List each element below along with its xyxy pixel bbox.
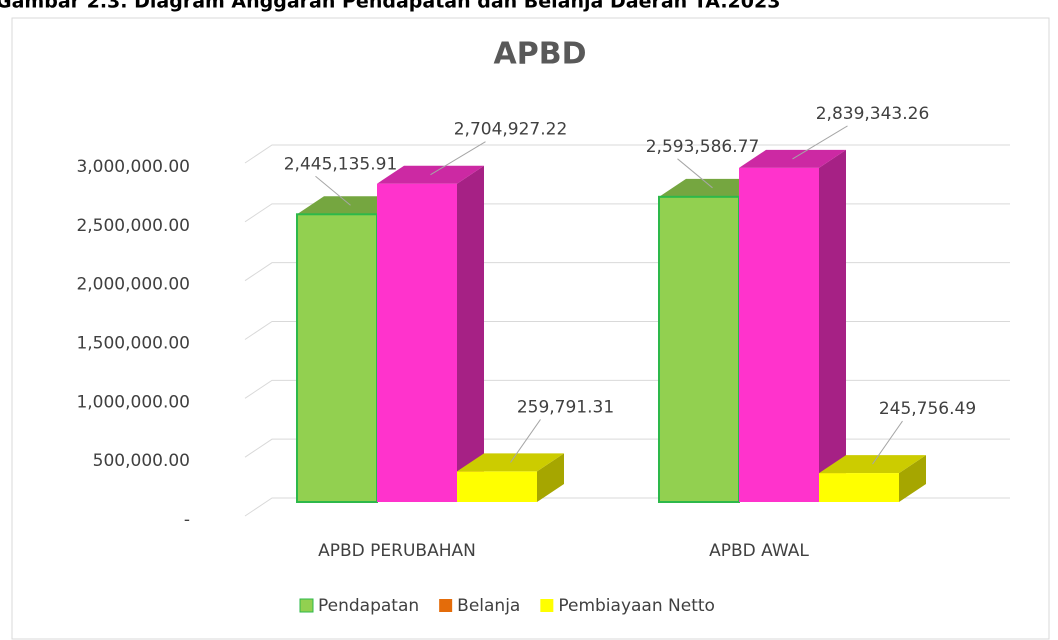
y-tick-label: 500,000.00 xyxy=(93,451,190,471)
bar xyxy=(819,473,899,502)
data-label: 245,756.49 xyxy=(879,399,976,419)
data-label: 2,445,135.91 xyxy=(284,154,398,174)
data-label: 2,704,927.22 xyxy=(454,120,568,140)
data-label: 2,593,586.77 xyxy=(646,137,760,157)
bar xyxy=(377,183,457,503)
legend-label: Belanja xyxy=(457,596,520,616)
leader-line xyxy=(792,125,848,160)
bar xyxy=(658,195,740,503)
x-tick-label: APBD AWAL xyxy=(709,541,809,561)
data-label: 2,839,343.26 xyxy=(816,104,930,124)
leader-line xyxy=(677,158,713,189)
legend-swatch xyxy=(439,599,453,612)
chart-title: APBD xyxy=(494,37,587,72)
bar xyxy=(739,167,819,503)
legend-swatch xyxy=(540,599,554,612)
chart-frame xyxy=(11,17,1050,640)
y-tick-label: - xyxy=(184,510,190,530)
leader-line xyxy=(510,419,541,463)
bar-side xyxy=(819,149,846,503)
y-tick-label: 3,000,000.00 xyxy=(76,157,190,177)
y-tick-label: 2,000,000.00 xyxy=(76,275,190,295)
leader-line xyxy=(430,141,486,176)
bar xyxy=(457,471,537,502)
leader-line xyxy=(872,420,903,465)
x-tick-label: APBD PERUBAHAN xyxy=(318,541,476,561)
bar-side xyxy=(537,453,564,502)
legend-label: Pendapatan xyxy=(318,596,419,616)
y-tick-label: 2,500,000.00 xyxy=(76,216,190,236)
bar xyxy=(296,213,378,503)
data-label: 259,791.31 xyxy=(517,397,614,417)
legend-swatch xyxy=(299,598,314,613)
caption: Gambar 2.3. Diagram Anggaran Pendapatan … xyxy=(0,0,780,13)
legend-label: Pembiayaan Netto xyxy=(558,596,715,616)
bar-side xyxy=(457,165,484,503)
y-tick-label: 1,500,000.00 xyxy=(76,334,190,354)
y-tick-label: 1,000,000.00 xyxy=(76,392,190,412)
grid-line xyxy=(244,144,1010,164)
bar-side xyxy=(899,455,926,502)
leader-line xyxy=(315,175,351,206)
